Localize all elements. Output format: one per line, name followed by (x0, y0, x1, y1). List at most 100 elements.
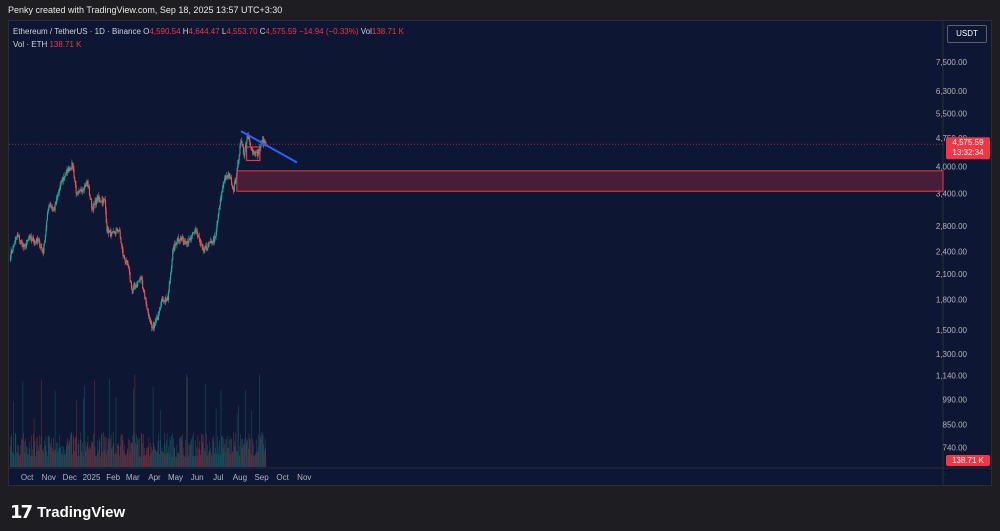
candle-body (41, 247, 43, 249)
currency-button[interactable]: USDT (947, 25, 987, 43)
volume-bar (200, 454, 201, 467)
candle-body (67, 167, 69, 173)
candle-body (190, 238, 192, 240)
volume-bar (202, 441, 204, 467)
candle-body (248, 137, 250, 140)
candle-body (105, 199, 107, 211)
candle-body (209, 242, 211, 244)
volume-bar (110, 434, 112, 467)
candle-body (26, 240, 28, 244)
candle-body (212, 238, 214, 243)
volume-bar (115, 396, 117, 467)
candle-body (218, 208, 220, 215)
candle-body (177, 237, 179, 241)
volume-bar (90, 447, 92, 467)
candle-body (195, 229, 197, 232)
volume-indicator-label[interactable]: Vol · ETH (13, 40, 48, 49)
candle-body (156, 316, 158, 320)
volume-bar (28, 455, 29, 467)
volume-bar (144, 447, 145, 467)
volume-bar (158, 433, 159, 467)
volume-bar (244, 438, 246, 467)
volume-bar (12, 452, 13, 467)
volume-bar (148, 436, 150, 467)
volume-bar (69, 441, 71, 467)
candle-body (12, 245, 14, 251)
chart-panel[interactable]: 7,500.006,300.005,500.004,750.004,000.00… (8, 20, 992, 486)
candle-body (129, 271, 131, 281)
volume-bar (48, 435, 50, 467)
candle-body (183, 240, 185, 243)
candle-body (92, 209, 94, 211)
candle-body (224, 178, 226, 181)
volume-bar (152, 450, 153, 467)
candle-body (72, 162, 74, 167)
volume-bar (84, 441, 86, 467)
volume-bar (97, 440, 99, 467)
price-chart[interactable]: 7,500.006,300.005,500.004,750.004,000.00… (9, 21, 991, 485)
volume-bar (10, 446, 11, 467)
candle-body (186, 241, 188, 244)
volume-bar (106, 438, 108, 467)
volume-bar (116, 453, 117, 467)
volume-bar (211, 455, 213, 467)
candle-body (263, 140, 265, 144)
y-tick-label: 2,100.00 (936, 270, 968, 279)
candle-body (217, 220, 219, 226)
candle-body (170, 267, 172, 273)
candle-body (16, 236, 18, 238)
y-tick-label: 1,500.00 (936, 326, 968, 335)
volume-bar (203, 450, 205, 467)
volume-bar (177, 453, 178, 467)
candle-body (37, 240, 39, 242)
candle-body (103, 199, 105, 200)
candle-body (119, 229, 121, 232)
volume-bar (193, 432, 194, 467)
volume-bar (171, 435, 172, 467)
volume-bar (257, 451, 258, 467)
candle-body (128, 268, 130, 272)
candle-body (260, 143, 262, 148)
candle-body (133, 285, 135, 288)
candle-body (246, 139, 248, 144)
volume-bar (108, 441, 110, 467)
volume-bar (27, 453, 29, 467)
volume-bar (50, 447, 52, 467)
candle-body (146, 304, 148, 308)
volume-bar (26, 447, 28, 467)
volume-tag-value: 138.71 K (952, 456, 985, 465)
volume-bar (157, 451, 158, 467)
volume-bar (105, 437, 106, 467)
candle-body (261, 139, 263, 143)
candle-body (63, 177, 65, 181)
candle-body (77, 191, 79, 193)
volume-bar (220, 454, 221, 467)
candle-body (174, 243, 176, 250)
volume-bar (212, 438, 213, 467)
candle-body (99, 198, 101, 201)
candle-body (89, 195, 91, 199)
volume-bar (173, 438, 174, 467)
volume-bar (245, 437, 247, 467)
candle-body (21, 240, 23, 242)
candle-body (101, 199, 103, 202)
volume-bar (47, 436, 49, 467)
volume-bar (109, 379, 110, 467)
candle-body (25, 245, 27, 248)
candle-body (227, 175, 229, 178)
symbol-name[interactable]: Ethereum / TetherUS · 1D · Binance (13, 27, 141, 36)
tradingview-logo[interactable]: 17 TradingView (10, 502, 125, 523)
volume-bar (42, 448, 44, 467)
volume-bar (222, 435, 223, 467)
volume-bar (160, 410, 162, 467)
volume-bar (41, 380, 43, 467)
volume-bar (52, 450, 54, 467)
candle-body (203, 248, 205, 252)
volume-bar (35, 438, 37, 467)
price-tag-value: 4,575.59 (952, 138, 984, 147)
volume-bar (172, 432, 173, 467)
candle-body (58, 190, 60, 193)
candle-body (208, 243, 210, 245)
candle-body (157, 315, 159, 320)
candle-body (25, 243, 27, 248)
